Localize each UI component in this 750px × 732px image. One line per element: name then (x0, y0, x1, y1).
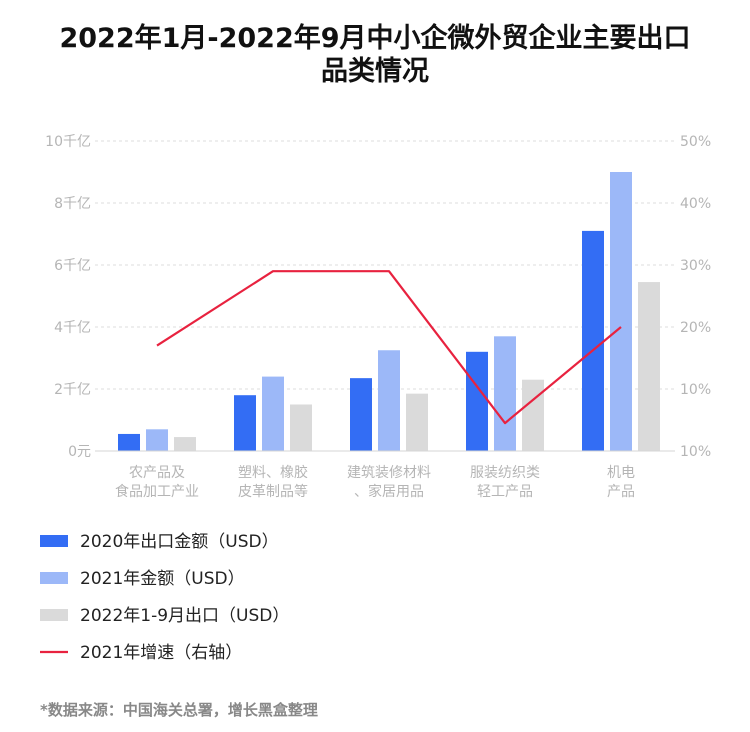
legend-swatch (40, 535, 68, 547)
x-category-label: 机电 (607, 465, 635, 481)
legend-label: 2020年出口金额（USD） (80, 532, 279, 552)
bar (234, 395, 256, 451)
x-category-label: 农产品及 (129, 465, 185, 481)
bar (522, 379, 544, 451)
x-category-label: 产品 (607, 484, 635, 500)
chart-title-line-2: 品类情况 (321, 56, 429, 87)
bar (406, 393, 428, 451)
legend: 2020年出口金额（USD） 2021年金额（USD） 2022年1-9月出口（US… (40, 532, 289, 663)
y-right-tick-label: 10% (680, 444, 711, 460)
y-left-tick-label: 6千亿 (54, 258, 91, 274)
bar (350, 378, 372, 451)
growth-line (156, 270, 622, 425)
bar (638, 282, 660, 451)
legend-swatch (40, 609, 68, 621)
bar (174, 437, 196, 451)
x-category-label: 塑料、橡胶 (238, 464, 308, 481)
legend-label: 2021年增速（右轴） (80, 643, 242, 663)
x-category-label: 食品加工产业 (115, 483, 199, 500)
y-left-tick-label: 10千亿 (45, 134, 91, 150)
source-note: *数据来源：中国海关总署，增长黑盒整理 (40, 701, 318, 719)
bar (610, 172, 632, 451)
bar (118, 433, 140, 451)
y-right-tick-label: 40% (680, 196, 711, 212)
bar (262, 376, 284, 451)
legend-swatch (40, 572, 68, 584)
bar (290, 404, 312, 451)
x-category-label: 轻工产品 (477, 484, 533, 500)
x-category-label: 皮革制品等 (238, 483, 308, 500)
chart-title-line-1: 2022年1月-2022年9月中小企微外贸企业主要出口 (59, 22, 690, 54)
bar (466, 351, 488, 451)
bar (378, 350, 400, 451)
y-right-tick-label: 10% (680, 382, 711, 398)
y-left-tick-label: 4千亿 (54, 320, 91, 336)
legend-label: 2021年金额（USD） (80, 569, 245, 589)
x-category-label: 、家居用品 (354, 483, 424, 500)
legend-label: 2022年1-9月出口（USD） (80, 606, 289, 626)
x-category-label: 建筑装修材料 (347, 465, 431, 481)
y-right-tick-label: 20% (680, 320, 711, 336)
bar (494, 336, 516, 451)
y-left-tick-label: 8千亿 (54, 196, 91, 212)
bar (146, 429, 168, 451)
bar (582, 230, 604, 451)
y-right-tick-label: 50% (680, 134, 711, 150)
y-left-tick-label: 0元 (68, 444, 91, 460)
axes: 0元 10% 2千亿 10% 4千亿 20% 6千亿 30% 8千亿 40% 10千亿 50% 农产品及… (45, 134, 711, 500)
y-right-tick-label: 30% (680, 258, 711, 274)
bars (118, 172, 660, 451)
x-category-label: 服装纺织类 (470, 465, 540, 481)
y-left-tick-label: 2千亿 (54, 382, 91, 398)
